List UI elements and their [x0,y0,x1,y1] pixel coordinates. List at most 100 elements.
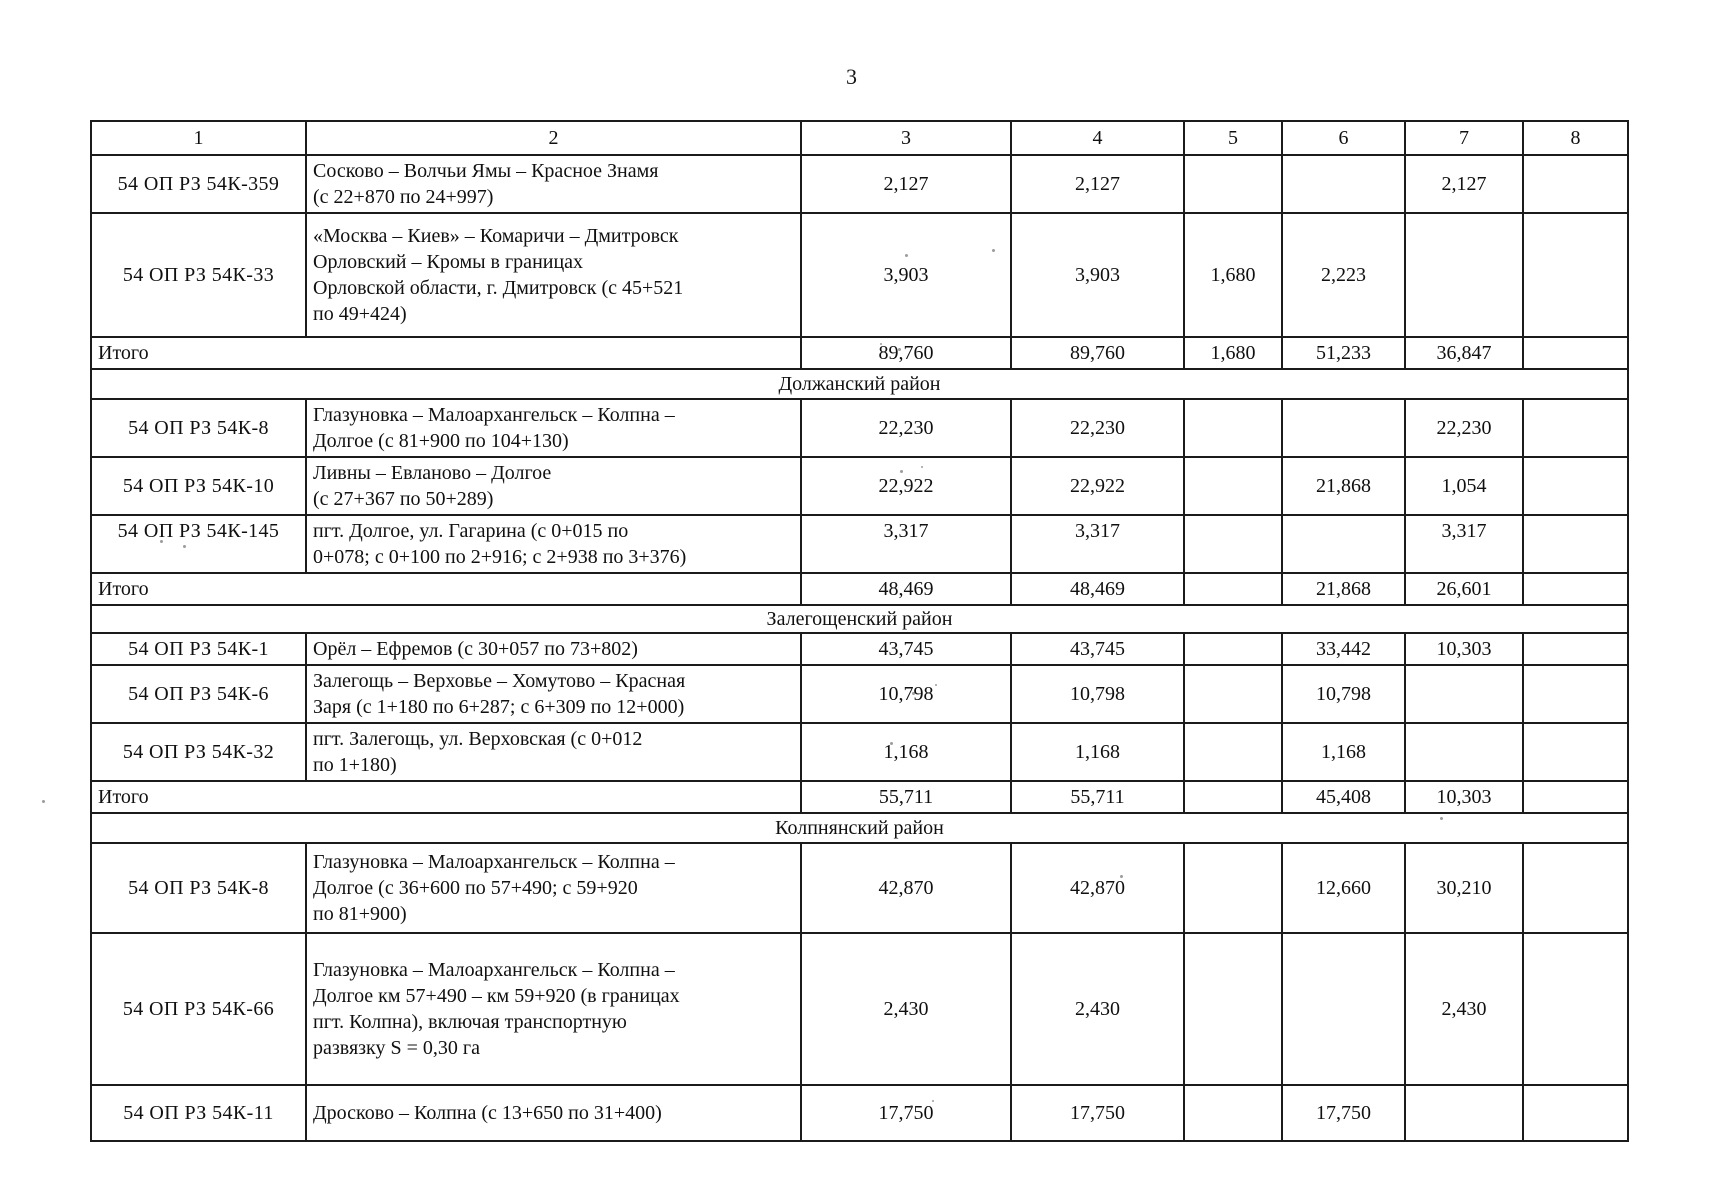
value-cell: 10,798 [800,664,1012,724]
road-id-cell: 54 ОП РЗ 54К-11 [90,1084,307,1142]
total-row: Итого 48,469 48,469 21,868 26,601 [90,572,1629,606]
district-title-cell: Колпнянский район [90,812,1629,844]
value-cell: 2,430 [1010,932,1185,1086]
column-header-cell: 1 [90,120,307,156]
road-row: 54 ОП РЗ 54К-8 Глазуновка – Малоархангел… [90,842,1629,934]
value-cell: 3,317 [1404,514,1524,574]
scan-speck [160,540,163,543]
road-row: 54 ОП РЗ 54К-359 Сосково – Волчьи Ямы – … [90,154,1629,214]
column-header-cell: 3 [800,120,1012,156]
road-row: 54 ОП РЗ 54К-32 пгт. Залегощь, ул. Верхо… [90,722,1629,782]
value-cell [1522,780,1629,814]
value-cell [1522,456,1629,516]
total-row: Итого 55,711 55,711 45,408 10,303 [90,780,1629,814]
road-row: 54 ОП РЗ 54К-8 Глазуновка – Малоархангел… [90,398,1629,458]
road-id-cell: 54 ОП РЗ 54К-6 [90,664,307,724]
column-header-cell: 2 [305,120,802,156]
value-cell [1281,398,1406,458]
value-cell: 48,469 [800,572,1012,606]
road-id-cell: 54 ОП РЗ 54К-10 [90,456,307,516]
roads-register-table: 1 2 3 4 5 6 7 8 54 ОП РЗ 54К-359 Сосково… [90,120,1629,1142]
value-cell: 10,798 [1010,664,1185,724]
road-row: 54 ОП РЗ 54К-6 Залегощь – Верховье – Хом… [90,664,1629,724]
road-row: 54 ОП РЗ 54К-1 Орёл – Ефремов (с 30+057 … [90,632,1629,666]
value-cell: 48,469 [1010,572,1185,606]
value-cell: 21,868 [1281,572,1406,606]
value-cell: 55,711 [800,780,1012,814]
scan-speck [992,249,995,252]
scan-speck [898,348,901,351]
value-cell: 22,922 [1010,456,1185,516]
total-label-cell: Итого [90,572,802,606]
road-row: 54 ОП РЗ 54К-33 «Москва – Киев» – Комари… [90,212,1629,338]
scan-speck [905,254,908,257]
column-header-cell: 7 [1404,120,1524,156]
value-cell [1183,932,1283,1086]
total-row: Итого 89,760 89,760 1,680 51,233 36,847 [90,336,1629,370]
value-cell: 89,760 [1010,336,1185,370]
value-cell [1404,664,1524,724]
value-cell: 26,601 [1404,572,1524,606]
road-row: 54 ОП РЗ 54К-11 Дросково – Колпна (с 13+… [90,1084,1629,1142]
road-id-cell: 54 ОП РЗ 54К-8 [90,842,307,934]
value-cell [1522,514,1629,574]
value-cell: 1,680 [1183,212,1283,338]
total-label-cell: Итого [90,780,802,814]
value-cell: 3,317 [1010,514,1185,574]
value-cell: 51,233 [1281,336,1406,370]
district-title-cell: Должанский район [90,368,1629,400]
value-cell: 1,054 [1404,456,1524,516]
value-cell: 1,168 [1010,722,1185,782]
value-cell [1281,154,1406,214]
value-cell [1522,212,1629,338]
scan-speck [910,1105,913,1108]
value-cell [1522,722,1629,782]
scan-speck [880,343,882,345]
road-name-cell: Залегощь – Верховье – Хомутово – Красная… [305,664,802,724]
road-id-cell: 54 ОП РЗ 54К-359 [90,154,307,214]
value-cell: 1,680 [1183,336,1283,370]
road-id-cell: 54 ОП РЗ 54К-145 [90,514,307,574]
value-cell [1404,722,1524,782]
road-id-cell: 54 ОП РЗ 54К-1 [90,632,307,666]
value-cell: 89,760 [800,336,1012,370]
value-cell [1522,154,1629,214]
value-cell: 2,127 [800,154,1012,214]
value-cell [1281,514,1406,574]
value-cell: 55,711 [1010,780,1185,814]
value-cell [1183,632,1283,666]
scan-speck [1440,817,1443,820]
road-name-cell: Орёл – Ефремов (с 30+057 по 73+802) [305,632,802,666]
value-cell: 2,127 [1010,154,1185,214]
road-row: 54 ОП РЗ 54К-10 Ливны – Евланово – Долго… [90,456,1629,516]
value-cell [1183,722,1283,782]
value-cell: 42,870 [800,842,1012,934]
road-name-cell: Глазуновка – Малоархангельск – Колпна – … [305,842,802,934]
value-cell: 2,223 [1281,212,1406,338]
scan-speck [183,545,186,548]
district-title-cell: Залегощенский район [90,604,1629,634]
road-row: 54 ОП РЗ 54К-66 Глазуновка – Малоарханге… [90,932,1629,1086]
value-cell [1404,212,1524,338]
value-cell: 22,230 [800,398,1012,458]
column-header-cell: 8 [1522,120,1629,156]
value-cell: 2,430 [800,932,1012,1086]
value-cell: 43,745 [800,632,1012,666]
value-cell [1522,336,1629,370]
page-number: 3 [846,64,857,89]
value-cell: 22,230 [1010,398,1185,458]
scan-speck [932,1100,934,1102]
value-cell [1183,572,1283,606]
road-id-cell: 54 ОП РЗ 54К-8 [90,398,307,458]
road-name-cell: Глазуновка – Малоархангельск – Колпна – … [305,398,802,458]
value-cell [1183,1084,1283,1142]
value-cell: 17,750 [1281,1084,1406,1142]
value-cell [1522,664,1629,724]
road-name-cell: пгт. Долгое, ул. Гагарина (с 0+015 по 0+… [305,514,802,574]
road-name-cell: Ливны – Евланово – Долгое (с 27+367 по 5… [305,456,802,516]
value-cell [1183,780,1283,814]
scan-speck [890,742,893,745]
district-section-row: Должанский район [90,368,1629,400]
value-cell: 42,870 [1010,842,1185,934]
value-cell: 12,660 [1281,842,1406,934]
